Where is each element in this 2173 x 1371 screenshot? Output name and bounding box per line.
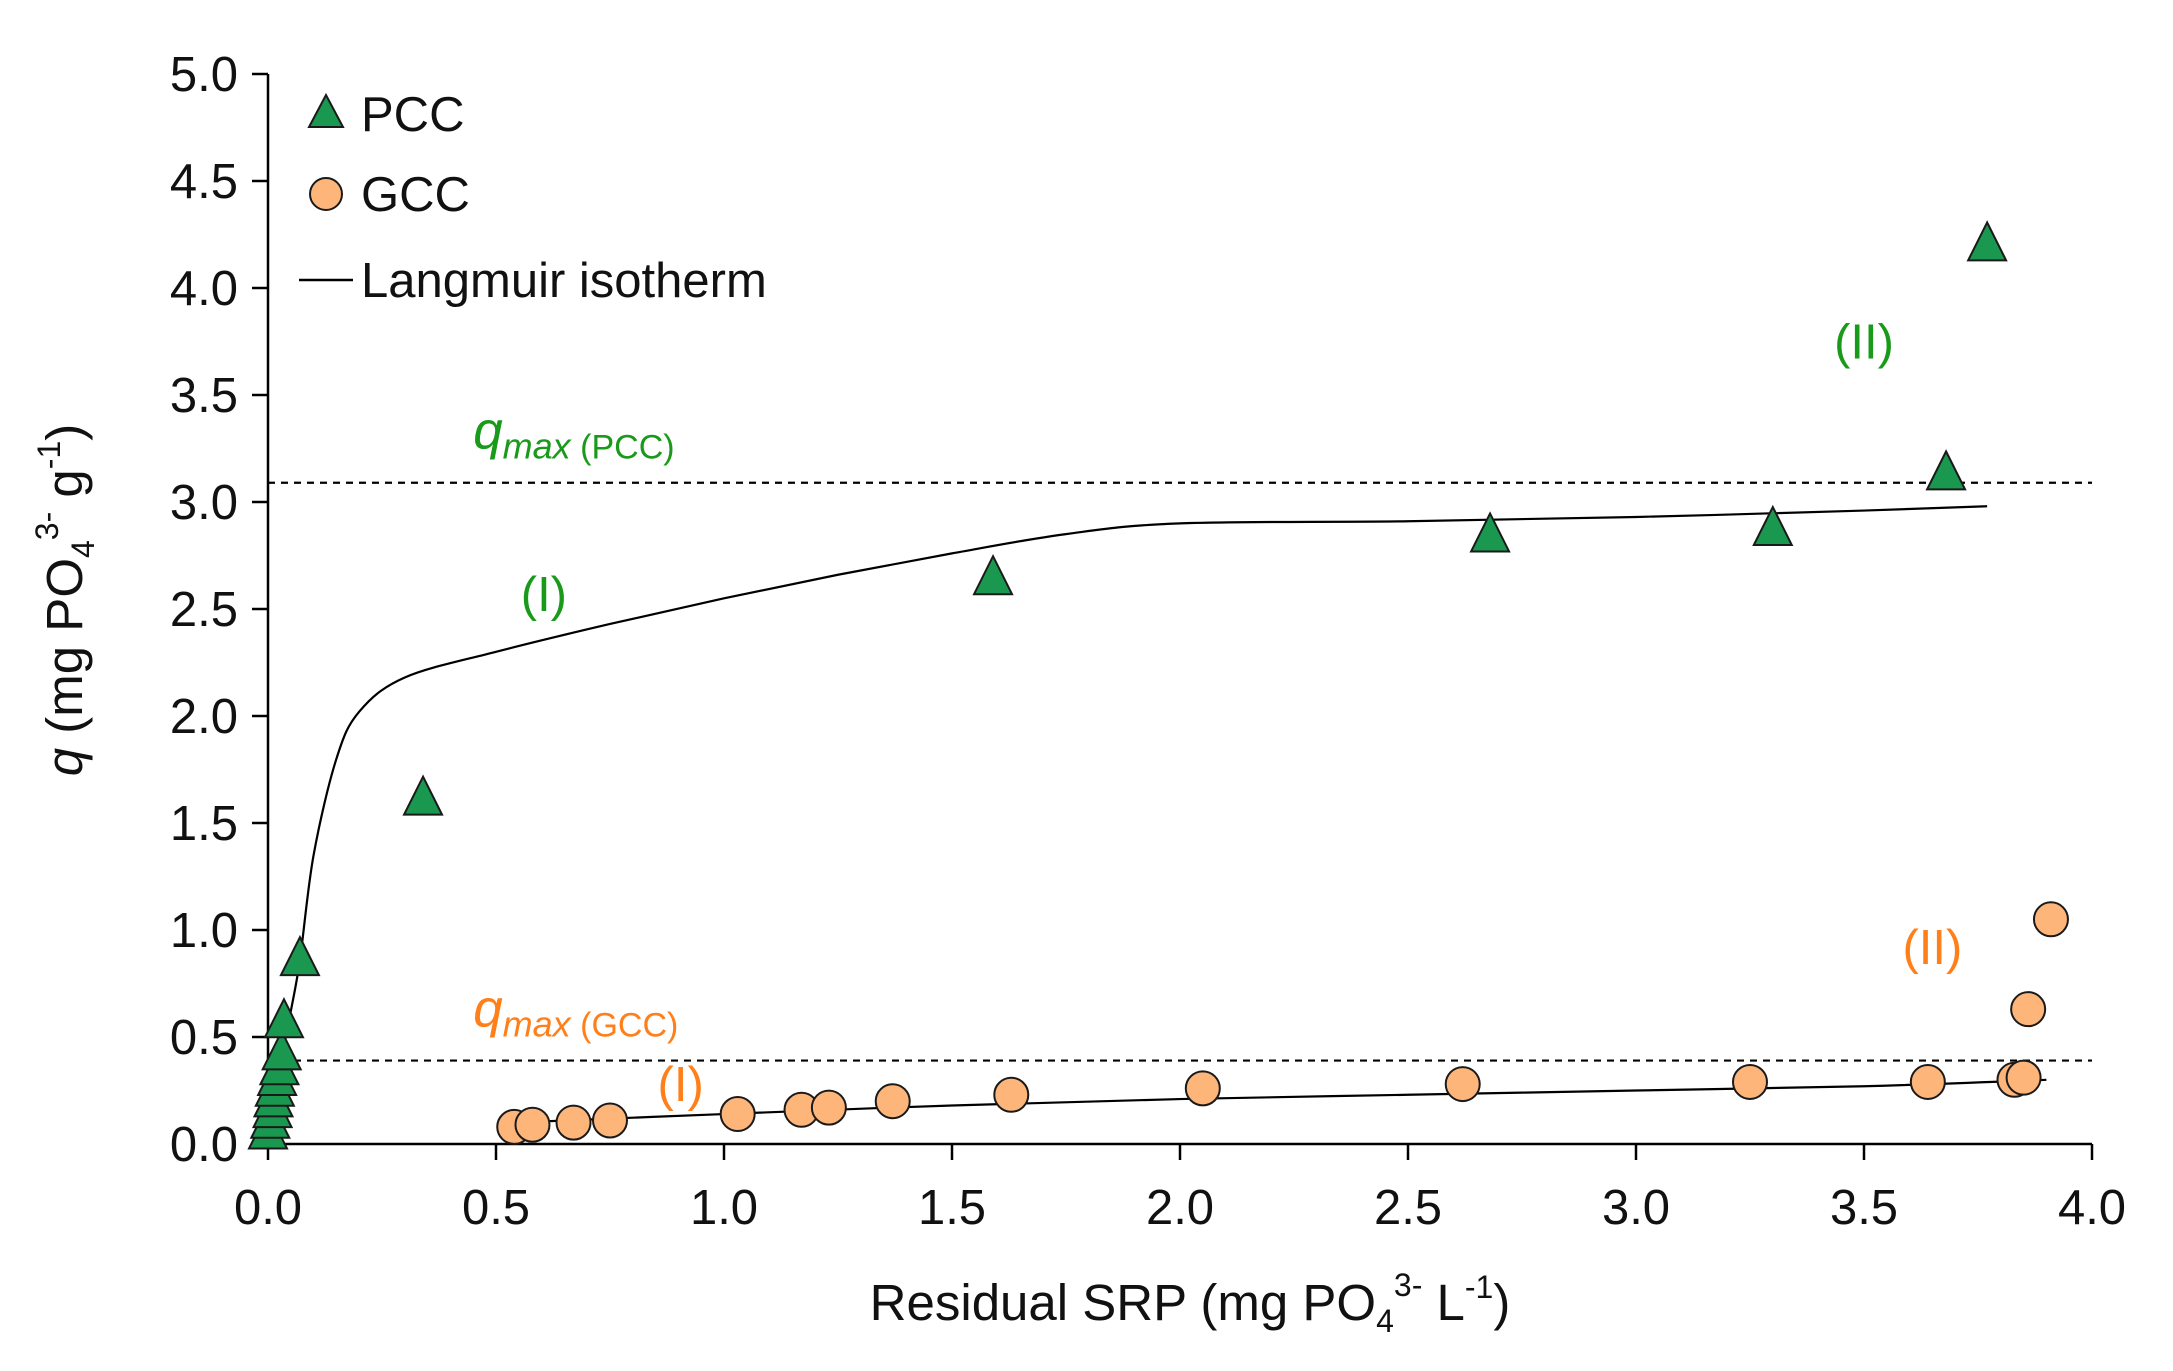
gcc-point: [555, 1104, 592, 1141]
legend-label-langmuir: Langmuir isotherm: [361, 254, 767, 308]
y-ticks: 0.0 0.5 1.0 1.5 2.0 2.5 3.0 3.5 4.0 4.5 5.0: [170, 48, 268, 1172]
qmax-pcc-label: qmax (PCC): [473, 402, 674, 467]
legend-marker-pcc: [307, 92, 345, 128]
y-tick-label: 3.5: [170, 369, 238, 423]
x-ticks: 0.0 0.5 1.0 1.5 2.0 2.5 3.0 3.5 4.0: [234, 1144, 2126, 1235]
x-tick-label: 3.0: [1602, 1181, 1670, 1235]
pcc-region-i-label: (I): [521, 568, 567, 622]
gcc-point: [514, 1106, 551, 1143]
legend-label-pcc: PCC: [361, 88, 464, 142]
legend-marker-gcc: [309, 177, 343, 211]
x-tick-label: 1.0: [690, 1181, 758, 1235]
gcc-point: [1184, 1070, 1221, 1107]
pcc-point: [263, 996, 305, 1039]
gcc-point: [874, 1083, 911, 1120]
gcc-region-i-label: (I): [658, 1058, 704, 1112]
y-axis-title: q (mg PO43- g-1): [29, 424, 101, 776]
gcc-point: [1909, 1063, 1946, 1100]
y-tick-label: 2.0: [170, 690, 238, 744]
data-points: [247, 220, 2069, 1150]
legend: PCC GCC Langmuir isotherm: [299, 88, 767, 308]
gcc-point: [2005, 1059, 2042, 1096]
gcc-region-ii-label: (II): [1902, 921, 1962, 975]
pcc-point: [402, 774, 444, 816]
x-tick-label: 2.0: [1146, 1181, 1214, 1235]
y-tick-label: 0.0: [170, 1118, 238, 1172]
axes: 0.0 0.5 1.0 1.5 2.0 2.5 3.0 3.5 4.0 4.5 5.0 0.0 0.5…: [170, 48, 2126, 1235]
x-tick-label: 0.5: [462, 1181, 530, 1235]
pcc-point: [1925, 449, 1967, 491]
y-tick-label: 5.0: [170, 48, 238, 102]
x-tick-label: 0.0: [234, 1181, 302, 1235]
pcc-region-ii-label: (II): [1834, 316, 1894, 370]
x-tick-label: 4.0: [2058, 1181, 2126, 1235]
y-tick-label: 2.5: [170, 583, 238, 637]
annotations: qmax (PCC) qmax (GCC) (I) (II) (I) (II): [473, 316, 1962, 1113]
gcc-point: [2032, 901, 2069, 938]
gcc-point: [592, 1102, 628, 1139]
y-tick-label: 4.5: [170, 155, 238, 209]
y-tick-label: 0.5: [170, 1011, 238, 1065]
x-tick-label: 2.5: [1374, 1181, 1442, 1235]
gcc-point: [2010, 991, 2047, 1028]
pcc-point: [972, 554, 1014, 596]
reference-lines: [268, 481, 2092, 1062]
pcc-point: [261, 1029, 303, 1071]
gcc-point: [719, 1096, 756, 1133]
pcc-point: [1469, 511, 1511, 553]
gcc-point: [810, 1089, 847, 1126]
y-tick-label: 1.0: [170, 904, 238, 958]
y-tick-label: 1.5: [170, 797, 238, 851]
langmuir-fit-line-1: [514, 1078, 2047, 1124]
y-tick-label: 3.0: [170, 476, 238, 530]
gcc-point: [1444, 1066, 1481, 1103]
x-tick-label: 3.5: [1830, 1181, 1898, 1235]
pcc-point: [1752, 504, 1794, 547]
pcc-point: [1966, 220, 2008, 262]
gcc-point: [993, 1076, 1030, 1113]
qmax-gcc-label: qmax (GCC): [473, 979, 678, 1044]
legend-label-gcc: GCC: [361, 168, 470, 222]
x-tick-label: 1.5: [918, 1181, 986, 1235]
pcc-point: [279, 934, 321, 977]
gcc-point: [1732, 1063, 1768, 1100]
x-axis-title: Residual SRP (mg PO43- L-1): [870, 1267, 1511, 1339]
y-tick-label: 4.0: [170, 262, 238, 316]
